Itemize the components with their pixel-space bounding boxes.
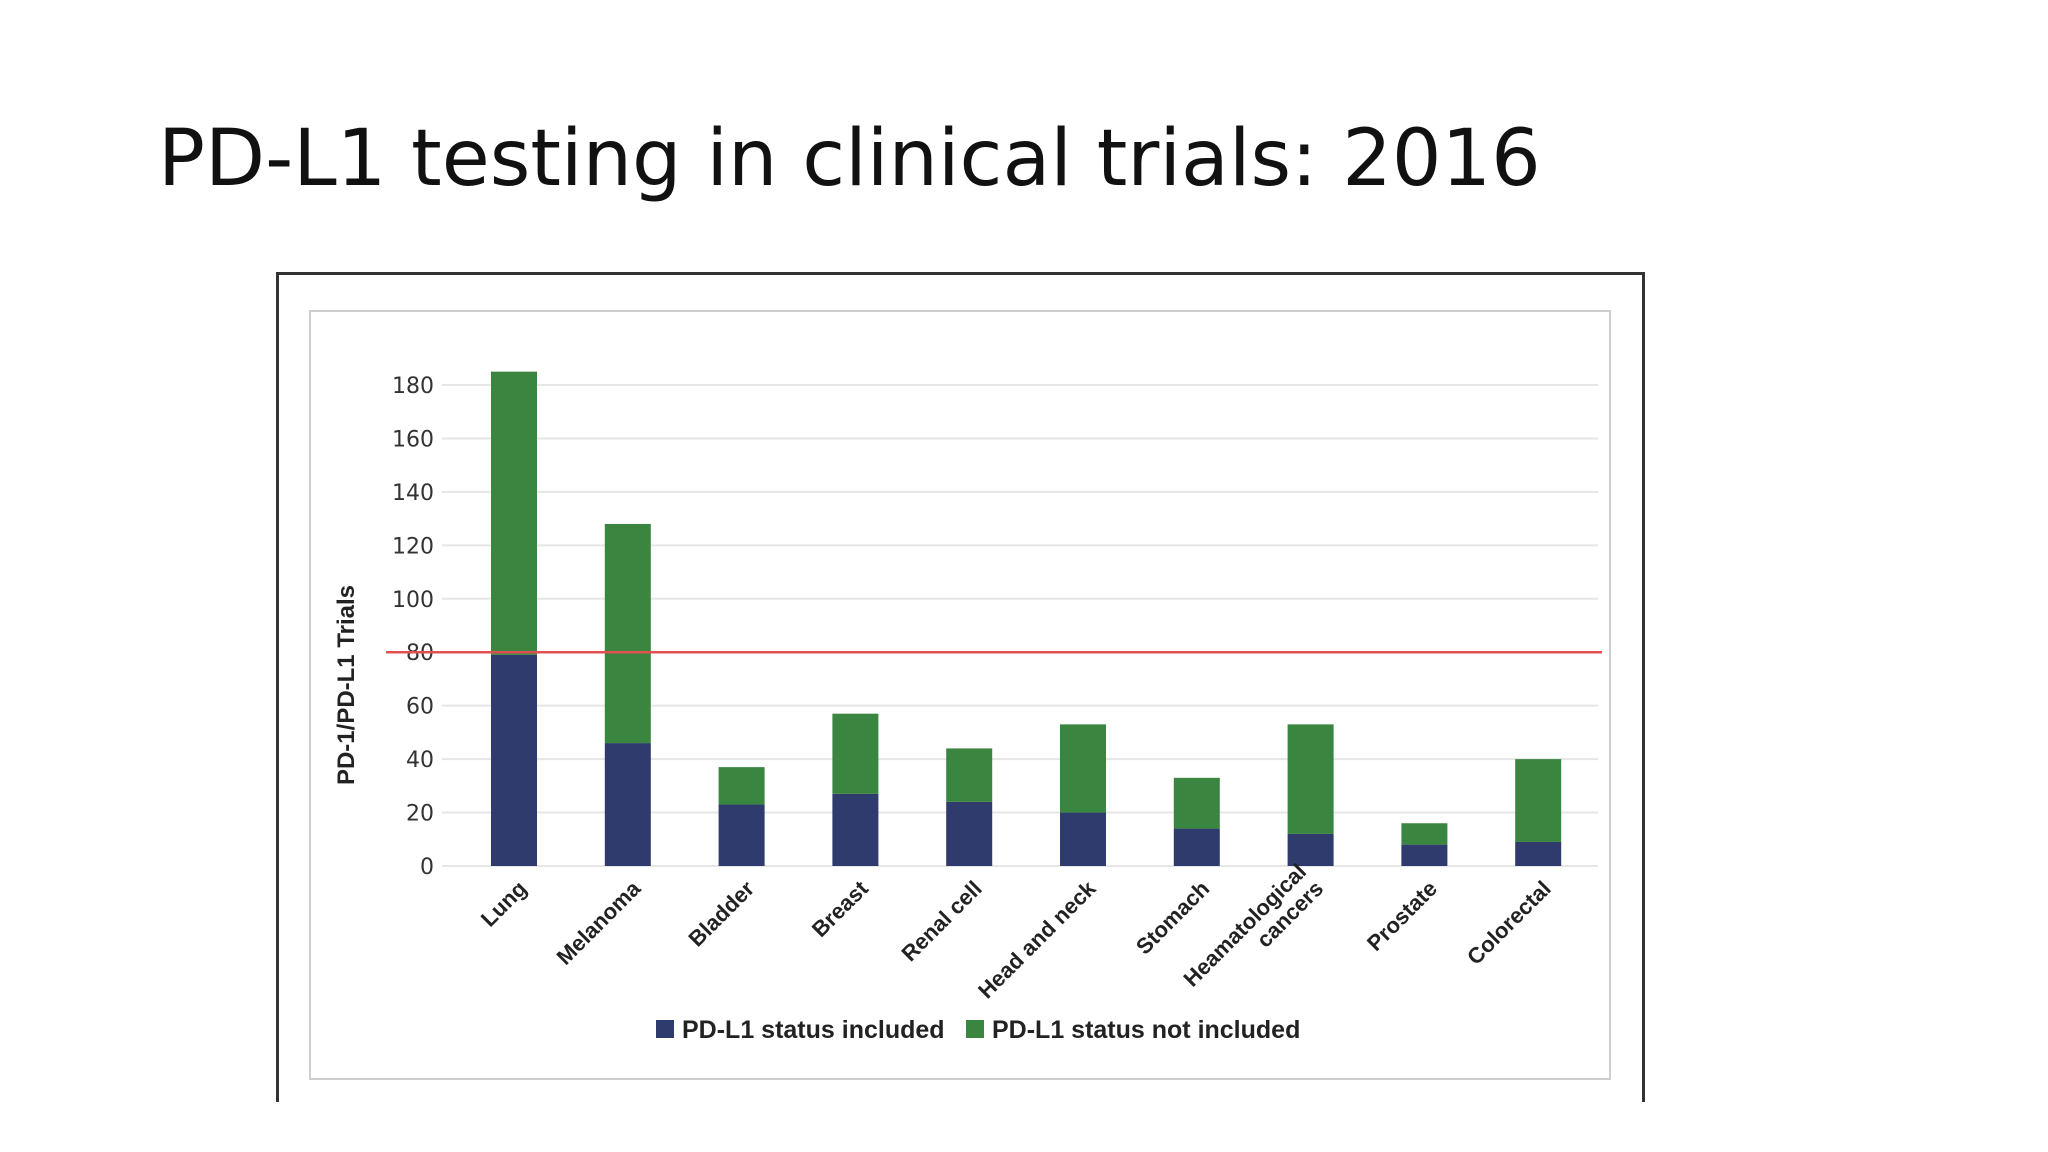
bar-included: [832, 793, 879, 866]
bar-included: [1173, 828, 1220, 866]
bar-included: [1060, 812, 1106, 866]
legend-label: PD-L1 status not included: [992, 1016, 1300, 1044]
bar-not-included: [604, 523, 651, 744]
y-tick-label: 60: [406, 695, 434, 720]
y-axis-title: PD-1/PD-L1 Trials: [333, 585, 360, 785]
x-tick-label-line: Stomach: [1131, 876, 1214, 959]
y-tick-label: 100: [392, 588, 434, 613]
x-tick-label: Colorectal: [1462, 876, 1556, 970]
x-tick-label: Melanoma: [552, 875, 646, 969]
y-tick-label: 180: [392, 374, 434, 399]
bar-included: [1287, 833, 1334, 866]
slide-title: PD-L1 testing in clinical trials: 2016: [158, 114, 1541, 204]
x-tick-label: Renal cell: [896, 876, 986, 966]
bar-not-included: [832, 713, 879, 794]
x-tick-label-line: Breast: [807, 875, 874, 942]
y-axis-ticks: 0 20 40 60 80 100 120 140 160 180: [392, 374, 434, 880]
bar-not-included: [1401, 823, 1448, 845]
x-tick-label: Lung: [476, 876, 532, 932]
x-tick-label-line: Prostate: [1362, 876, 1442, 956]
bar-not-included: [946, 748, 993, 802]
x-tick-label-line: Melanoma: [552, 875, 646, 969]
bar-not-included: [1173, 777, 1220, 829]
x-tick-label-line: Head and neck: [973, 875, 1101, 1003]
x-tick-label: Head and neck: [973, 875, 1101, 1003]
bar-included: [1401, 844, 1448, 866]
y-tick-label: 80: [406, 641, 434, 666]
bar-included: [718, 804, 765, 866]
y-tick-label: 160: [392, 427, 434, 452]
x-tick-label-line: Renal cell: [896, 876, 986, 966]
legend: PD-L1 status included PD-L1 status not in…: [656, 1016, 1300, 1044]
x-tick-label: Breast: [807, 875, 874, 942]
bar-not-included: [1060, 724, 1106, 813]
bars: [491, 371, 1562, 866]
x-axis-labels: Lung Melanoma Bladder Breast Renal cellHead …: [476, 859, 1556, 1003]
legend-swatch: [656, 1020, 674, 1038]
x-tick-label-line: Lung: [476, 876, 532, 932]
legend-swatch: [966, 1020, 984, 1038]
y-tick-label: 140: [392, 481, 434, 506]
bar-not-included: [718, 767, 765, 805]
bar-included: [491, 654, 537, 866]
x-tick-label-line: Bladder: [684, 876, 760, 952]
x-tick-label: Bladder: [684, 876, 760, 952]
x-tick-label: Prostate: [1362, 876, 1442, 956]
bar-not-included: [1515, 759, 1562, 842]
bar-not-included: [491, 371, 537, 655]
bar-included: [946, 801, 993, 866]
x-tick-label: Stomach: [1131, 876, 1214, 959]
bar-included: [604, 743, 651, 866]
y-tick-label: 20: [406, 802, 434, 827]
bar-not-included: [1287, 724, 1334, 834]
y-tick-label: 120: [392, 534, 434, 559]
bar-included: [1515, 841, 1562, 866]
y-tick-label: 0: [420, 855, 434, 880]
x-tick-label-line: Colorectal: [1462, 876, 1556, 970]
legend-label: PD-L1 status included: [682, 1016, 945, 1044]
y-tick-label: 40: [406, 748, 434, 773]
